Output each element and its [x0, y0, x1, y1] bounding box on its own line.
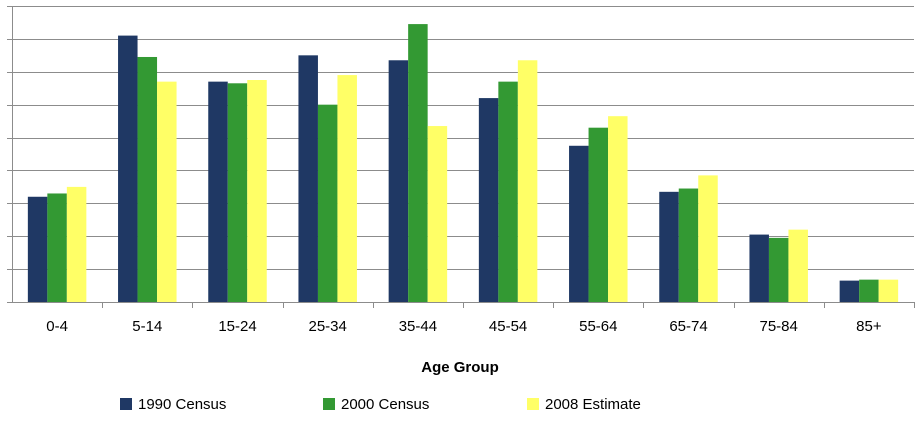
x-tick-labels: 0-4 5-14 15-24 25-34 35-44 45-54 55-64 65-74 75-…: [46, 318, 882, 335]
legend-swatch: [323, 398, 335, 410]
bar-1990-census-0-4: [28, 197, 47, 302]
bar-1990-census-15-24: [208, 82, 228, 302]
bar-2000-census-5-14: [138, 57, 158, 302]
legend-item: 2008 Estimate: [527, 396, 641, 413]
legend-label: 2008 Estimate: [545, 396, 641, 413]
bar-1990-census-5-14: [118, 36, 138, 302]
bar-2008-estimate-15-24: [247, 80, 267, 302]
bar-1990-census-25-34: [298, 55, 318, 302]
x-tick-label: 15-24: [218, 318, 256, 335]
bar-1990-census-55-64: [569, 146, 589, 302]
x-tick-label: 45-54: [489, 318, 527, 335]
bar-2000-census-85+: [859, 280, 879, 302]
x-tick-label: 25-34: [309, 318, 347, 335]
x-tick-label: 0-4: [46, 318, 68, 335]
legend-label: 1990 Census: [138, 396, 226, 413]
x-tick-label: 65-74: [669, 318, 707, 335]
bar-2000-census-75-84: [769, 238, 789, 302]
bar-2000-census-55-64: [589, 128, 609, 302]
bar-2008-estimate-85+: [879, 280, 899, 302]
x-axis-title: Age Group: [421, 359, 499, 376]
bar-2000-census-0-4: [47, 193, 67, 302]
bar-2008-estimate-35-44: [428, 126, 448, 302]
bar-2008-estimate-65-74: [698, 175, 718, 302]
legend-swatch: [527, 398, 539, 410]
bar-2008-estimate-25-34: [337, 75, 357, 302]
bars: [28, 24, 898, 302]
bar-2000-census-25-34: [318, 105, 338, 302]
bar-2000-census-15-24: [228, 83, 248, 302]
bar-1990-census-65-74: [659, 192, 679, 302]
bar-1990-census-75-84: [749, 235, 769, 302]
x-tick-label: 75-84: [760, 318, 798, 335]
bar-2008-estimate-55-64: [608, 116, 628, 302]
x-tick-label: 55-64: [579, 318, 617, 335]
bar-2008-estimate-75-84: [788, 230, 808, 302]
legend: 1990 Census 2000 Census 2008 Estimate: [120, 396, 641, 413]
x-tick-label: 5-14: [132, 318, 162, 335]
bar-2008-estimate-0-4: [67, 187, 87, 302]
bar-2008-estimate-5-14: [157, 82, 177, 302]
bar-2000-census-45-54: [498, 82, 517, 302]
bar-1990-census-85+: [840, 281, 860, 302]
x-tick-label: 85+: [856, 318, 882, 335]
bar-2000-census-65-74: [679, 189, 699, 302]
bar-1990-census-35-44: [389, 60, 409, 302]
legend-label: 2000 Census: [341, 396, 429, 413]
legend-item: 1990 Census: [120, 396, 226, 413]
bar-2000-census-35-44: [408, 24, 428, 302]
legend-item: 2000 Census: [323, 396, 429, 413]
bar-2008-estimate-45-54: [518, 60, 538, 302]
bar-1990-census-45-54: [479, 98, 499, 302]
legend-swatch: [120, 398, 132, 410]
x-tick-label: 35-44: [399, 318, 437, 335]
